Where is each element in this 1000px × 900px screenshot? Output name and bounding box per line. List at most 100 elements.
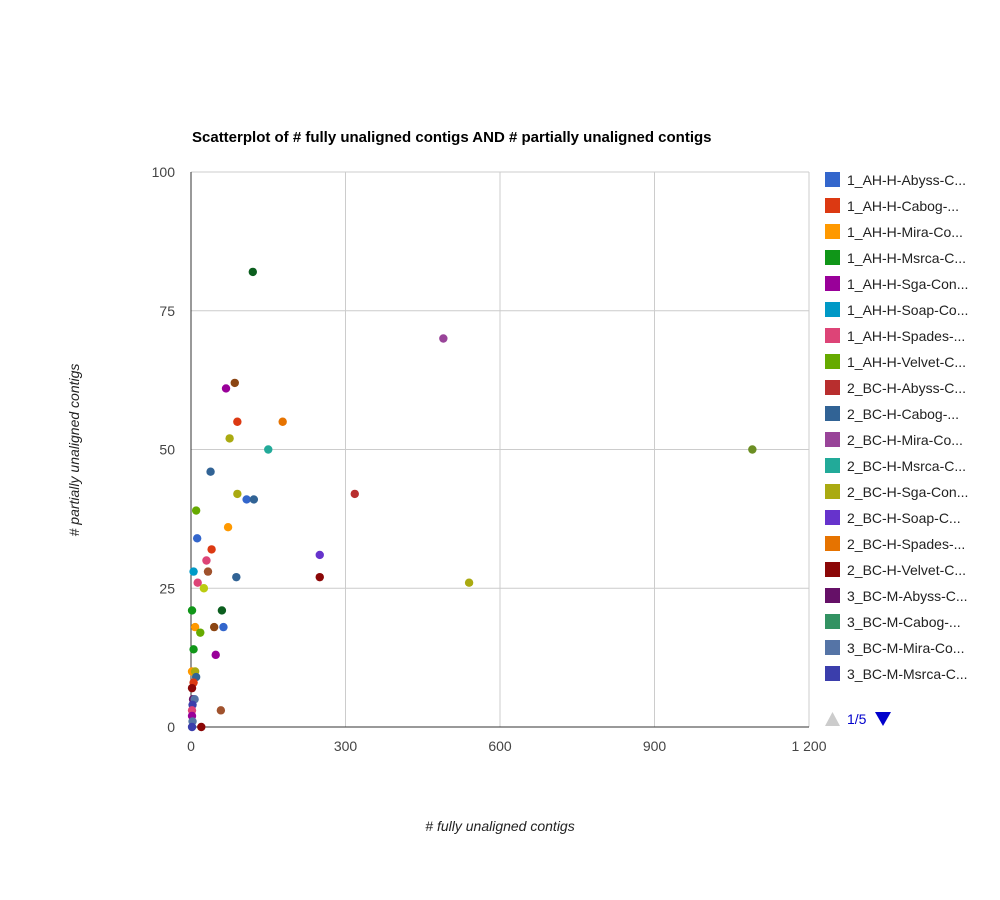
legend-label[interactable]: 2_BC-H-Cabog-... [847, 406, 959, 422]
scatter-point[interactable] [264, 445, 273, 454]
legend-label[interactable]: 1_AH-H-Mira-Co... [847, 224, 963, 240]
scatter-point[interactable] [221, 384, 231, 393]
scatter-point[interactable] [202, 556, 211, 565]
scatter-point[interactable] [217, 606, 227, 615]
legend-swatch [825, 224, 840, 239]
scatter-point[interactable] [191, 506, 201, 515]
legend-swatch [825, 510, 840, 525]
legend-label[interactable]: 2_BC-H-Soap-C... [847, 510, 961, 526]
legend-label[interactable]: 1_AH-H-Soap-Co... [847, 302, 968, 318]
scatter-point[interactable] [315, 550, 324, 560]
scatter-point[interactable] [230, 378, 239, 388]
y-tick-label: 75 [159, 303, 175, 319]
legend: 1_AH-H-Abyss-C... 1_AH-H-Cabog-... 1_AH-H-… [825, 172, 968, 682]
legend-swatch [825, 172, 840, 187]
legend-swatch [825, 588, 840, 603]
scatter-point[interactable] [209, 622, 219, 632]
scatter-point[interactable] [187, 722, 197, 732]
legend-swatch [825, 666, 840, 681]
x-tick-label: 1 200 [791, 738, 826, 754]
legend-label[interactable]: 2_BC-H-Velvet-C... [847, 562, 966, 578]
x-tick-label: 0 [187, 738, 195, 754]
scatter-point[interactable] [278, 417, 287, 426]
legend-swatch [825, 562, 840, 577]
x-tick-label: 900 [643, 738, 667, 754]
scatter-point[interactable] [216, 706, 226, 715]
scatter-point[interactable] [219, 622, 228, 632]
scatter-point[interactable] [189, 645, 198, 654]
scatter-point[interactable] [211, 650, 220, 660]
scatter-point[interactable] [233, 489, 242, 499]
legend-label[interactable]: 3_BC-M-Cabog-... [847, 614, 961, 630]
y-tick-label: 50 [159, 442, 175, 458]
scatter-point[interactable] [206, 467, 215, 476]
scatter-point[interactable] [197, 722, 206, 732]
scatter-point[interactable] [190, 622, 200, 632]
scatter-point[interactable] [223, 523, 233, 532]
scatter-point[interactable] [207, 545, 216, 554]
legend-label[interactable]: 3_BC-M-Msrca-C... [847, 666, 968, 682]
chart-title: Scatterplot of # fully unaligned contigs… [192, 129, 712, 146]
legend-swatch [825, 198, 840, 213]
scatter-point[interactable] [232, 572, 241, 582]
legend-label[interactable]: 1_AH-H-Sga-Con... [847, 276, 968, 292]
scatter-point[interactable] [242, 495, 251, 504]
scatter-point[interactable] [193, 578, 202, 587]
scatter-point[interactable] [203, 567, 213, 576]
legend-swatch [825, 458, 840, 473]
legend-swatch [825, 250, 840, 265]
x-tick-label: 300 [334, 738, 358, 754]
pager-label: 1/5 [847, 711, 867, 727]
legend-label[interactable]: 2_BC-H-Abyss-C... [847, 380, 966, 396]
legend-label[interactable]: 3_BC-M-Mira-Co... [847, 640, 964, 656]
y-axis-title: # partially unaligned contigs [66, 364, 82, 537]
legend-label[interactable]: 1_AH-H-Abyss-C... [847, 172, 966, 188]
legend-label[interactable]: 1_AH-H-Velvet-C... [847, 354, 966, 370]
legend-label[interactable]: 1_AH-H-Cabog-... [847, 198, 959, 214]
data-points [187, 267, 757, 732]
legend-swatch [825, 484, 840, 499]
scatter-point[interactable] [249, 495, 259, 504]
y-tick-label: 0 [167, 719, 175, 735]
scatter-point[interactable] [192, 534, 202, 543]
legend-swatch [825, 432, 840, 447]
legend-swatch [825, 536, 840, 551]
legend-label[interactable]: 2_BC-H-Spades-... [847, 536, 965, 552]
scatter-point[interactable] [189, 567, 198, 576]
legend-label[interactable]: 1_AH-H-Spades-... [847, 328, 965, 344]
scatter-point[interactable] [233, 417, 242, 426]
scatter-point[interactable] [187, 606, 197, 615]
legend-label[interactable]: 1_AH-H-Msrca-C... [847, 250, 966, 266]
legend-label[interactable]: 2_BC-H-Msrca-C... [847, 458, 966, 474]
scatter-point[interactable] [748, 445, 757, 454]
axes: 0 25 50 75 100 0 300 600 900 1 200 [152, 164, 827, 754]
legend-label[interactable]: 2_BC-H-Mira-Co... [847, 432, 963, 448]
scatter-point[interactable] [315, 572, 324, 582]
scatter-point[interactable] [439, 334, 448, 343]
scatter-point[interactable] [248, 267, 257, 277]
scatter-point[interactable] [199, 584, 209, 593]
legend-swatch [825, 302, 840, 317]
y-tick-label: 25 [159, 580, 175, 596]
legend-swatch [825, 276, 840, 291]
y-tick-label: 100 [152, 164, 176, 180]
scatter-point[interactable] [350, 489, 359, 499]
pager-up-arrow-icon[interactable] [825, 712, 840, 726]
legend-swatch [825, 406, 840, 421]
legend-swatch [825, 328, 840, 343]
legend-swatch [825, 380, 840, 395]
legend-label[interactable]: 3_BC-M-Abyss-C... [847, 588, 968, 604]
legend-label[interactable]: 2_BC-H-Sga-Con... [847, 484, 968, 500]
scatter-point[interactable] [196, 628, 205, 637]
legend-pager: 1/5 [825, 711, 891, 727]
legend-swatch [825, 640, 840, 655]
legend-swatch [825, 614, 840, 629]
pager-down-arrow-icon[interactable] [875, 712, 891, 726]
x-axis-title: # fully unaligned contigs [425, 818, 574, 834]
legend-swatch [825, 354, 840, 369]
scatter-point[interactable] [225, 434, 234, 443]
scatter-point[interactable] [464, 578, 474, 587]
scatter-point[interactable] [187, 683, 197, 693]
x-tick-label: 600 [488, 738, 512, 754]
